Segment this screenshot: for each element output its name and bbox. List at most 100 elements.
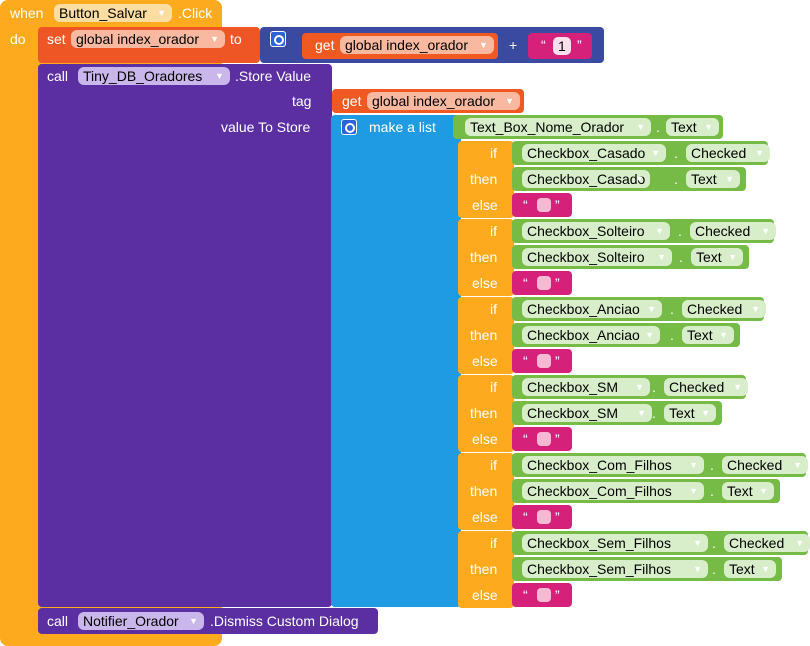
dropdown-arrow-icon: ▼ bbox=[751, 304, 760, 314]
if-then-else-block[interactable] bbox=[458, 375, 514, 452]
empty-text-field[interactable] bbox=[537, 588, 551, 602]
property-dropdown-text[interactable]: Text ▼ bbox=[682, 326, 734, 344]
event-name-label: .Click bbox=[178, 5, 213, 21]
component-dropdown-checkbox[interactable]: Checkbox_SM ▼ bbox=[522, 378, 650, 396]
if-then-else-block[interactable] bbox=[458, 297, 514, 374]
empty-text-field[interactable] bbox=[537, 354, 551, 368]
open-quote: “ bbox=[523, 275, 528, 291]
property-dot: . bbox=[712, 561, 716, 577]
property-dot: . bbox=[652, 405, 656, 421]
if-then-else-block[interactable] bbox=[458, 219, 514, 296]
component-dropdown-checkbox[interactable]: Checkbox_Anciao ▼ bbox=[522, 300, 662, 318]
open-quote: “ bbox=[541, 37, 546, 53]
empty-text-field[interactable] bbox=[537, 432, 551, 446]
dropdown-arrow-icon: ▼ bbox=[189, 616, 198, 626]
gear-icon[interactable] bbox=[270, 31, 286, 47]
dropdown-arrow-icon: ▼ bbox=[755, 148, 764, 158]
component-dropdown-checkbox[interactable]: Checkbox_Casado ▼ bbox=[522, 170, 650, 188]
empty-text-field[interactable] bbox=[537, 198, 551, 212]
component-dropdown-textbox[interactable]: Text_Box_Nome_Orador ▼ bbox=[465, 118, 651, 136]
then-label: then bbox=[470, 171, 498, 187]
property-name: Checked bbox=[691, 145, 747, 161]
component-dropdown-tinydb[interactable]: Tiny_DB_Oradores ▼ bbox=[78, 67, 230, 85]
to-label: to bbox=[230, 31, 242, 47]
number-field[interactable]: 1 bbox=[553, 37, 571, 55]
dropdown-arrow-icon: ▼ bbox=[157, 8, 166, 18]
dismiss-method-label: .Dismiss Custom Dialog bbox=[210, 613, 359, 629]
component-dropdown-checkbox[interactable]: Checkbox_Com_Filhos ▼ bbox=[522, 456, 704, 474]
close-quote: ” bbox=[555, 353, 560, 369]
property-name: Checked bbox=[727, 457, 783, 473]
dropdown-arrow-icon: ▼ bbox=[645, 330, 654, 340]
open-quote: “ bbox=[523, 431, 528, 447]
property-dot: . bbox=[710, 457, 714, 473]
property-dropdown-checked[interactable]: Checked ▼ bbox=[686, 144, 770, 162]
component-dropdown-checkbox[interactable]: Checkbox_Sem_Filhos ▼ bbox=[522, 534, 708, 552]
close-quote: ” bbox=[555, 197, 560, 213]
if-then-else-block[interactable] bbox=[458, 141, 514, 218]
component-dropdown-checkbox[interactable]: Checkbox_Casado ▼ bbox=[522, 144, 666, 162]
else-label: else bbox=[472, 275, 498, 291]
component-name: Checkbox_Sem_Filhos bbox=[527, 561, 671, 577]
dropdown-arrow-icon: ▼ bbox=[761, 226, 770, 236]
dropdown-arrow-icon: ▼ bbox=[693, 538, 702, 548]
tinydb-store-value-block[interactable] bbox=[38, 64, 332, 607]
component-name: Checkbox_Anciao bbox=[527, 301, 640, 317]
component-dropdown-checkbox[interactable]: Checkbox_SM ▼ bbox=[522, 404, 652, 422]
empty-text-field[interactable] bbox=[537, 276, 551, 290]
component-dropdown-checkbox[interactable]: Checkbox_Sem_Filhos ▼ bbox=[522, 560, 708, 578]
close-quote: ” bbox=[555, 431, 560, 447]
if-then-else-block[interactable] bbox=[458, 531, 514, 608]
component-name: Checkbox_SM bbox=[527, 379, 619, 395]
dropdown-arrow-icon: ▼ bbox=[657, 252, 666, 262]
then-label: then bbox=[470, 483, 498, 499]
property-dot: . bbox=[678, 223, 682, 239]
property-dropdown-checked[interactable]: Checked ▼ bbox=[724, 534, 810, 552]
close-quote: ” bbox=[555, 587, 560, 603]
if-then-else-block[interactable] bbox=[458, 453, 514, 530]
property-dropdown-checked[interactable]: Checked ▼ bbox=[682, 300, 766, 318]
property-dropdown-text[interactable]: Text ▼ bbox=[664, 404, 716, 422]
property-dot: . bbox=[674, 145, 678, 161]
property-dropdown-text[interactable]: Text ▼ bbox=[686, 170, 740, 188]
dropdown-arrow-icon: ▼ bbox=[635, 174, 644, 184]
gear-icon[interactable] bbox=[341, 119, 357, 135]
dropdown-arrow-icon: ▼ bbox=[693, 564, 702, 574]
dropdown-arrow-icon: ▼ bbox=[636, 122, 645, 132]
component-dropdown-notifier[interactable]: Notifier_Orador ▼ bbox=[78, 612, 204, 630]
variable-dropdown-tag[interactable]: global index_orador ▼ bbox=[367, 92, 520, 110]
property-name: Checked bbox=[669, 379, 725, 395]
dropdown-arrow-icon: ▼ bbox=[795, 538, 804, 548]
component-dropdown-checkbox[interactable]: Checkbox_Anciao ▼ bbox=[522, 326, 660, 344]
property-dot: . bbox=[656, 119, 660, 135]
property-dropdown-checked[interactable]: Checked ▼ bbox=[722, 456, 808, 474]
dropdown-arrow-icon: ▼ bbox=[479, 40, 488, 50]
make-a-list-block[interactable] bbox=[331, 115, 461, 607]
open-quote: “ bbox=[523, 509, 528, 525]
property-dropdown-checked[interactable]: Checked ▼ bbox=[664, 378, 748, 396]
property-dropdown-checked[interactable]: Checked ▼ bbox=[690, 222, 776, 240]
component-dropdown-checkbox[interactable]: Checkbox_Solteiro ▼ bbox=[522, 248, 672, 266]
property-dropdown-text[interactable]: Text ▼ bbox=[691, 248, 743, 266]
property-dot: . bbox=[670, 327, 674, 343]
component-name: Checkbox_Anciao bbox=[527, 327, 640, 343]
open-quote: “ bbox=[523, 587, 528, 603]
dropdown-arrow-icon: ▼ bbox=[704, 122, 713, 132]
if-label: if bbox=[490, 457, 497, 473]
dropdown-arrow-icon: ▼ bbox=[759, 486, 768, 496]
close-quote: ” bbox=[555, 275, 560, 291]
empty-text-field[interactable] bbox=[537, 510, 551, 524]
variable-dropdown-set[interactable]: global index_orador ▼ bbox=[71, 30, 225, 48]
property-dropdown-textbox[interactable]: Text ▼ bbox=[666, 118, 719, 136]
component-dropdown-checkbox[interactable]: Checkbox_Solteiro ▼ bbox=[522, 222, 670, 240]
component-name: Checkbox_Casado bbox=[527, 171, 646, 187]
then-label: then bbox=[470, 405, 498, 421]
dropdown-arrow-icon: ▼ bbox=[689, 460, 698, 470]
component-dropdown-checkbox[interactable]: Checkbox_Com_Filhos ▼ bbox=[522, 482, 704, 500]
variable-dropdown-get[interactable]: global index_orador ▼ bbox=[340, 36, 494, 54]
component-name: Checkbox_Sem_Filhos bbox=[527, 535, 671, 551]
property-name: Checked bbox=[695, 223, 751, 239]
component-dropdown-button-salvar[interactable]: Button_Salvar ▼ bbox=[54, 4, 172, 22]
property-dropdown-text[interactable]: Text ▼ bbox=[724, 560, 776, 578]
property-dropdown-text[interactable]: Text ▼ bbox=[722, 482, 774, 500]
